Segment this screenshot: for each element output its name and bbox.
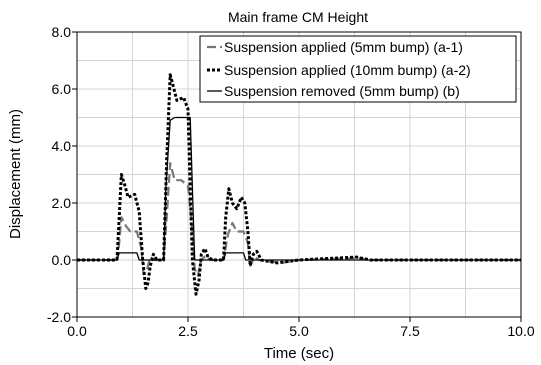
legend-label-a1: Suspension applied (5mm bump) (a-1) bbox=[224, 39, 463, 55]
y-ticks: -2.0 0.0 2.0 4.0 6.0 8.0 bbox=[47, 24, 77, 325]
y-tick-label: 0.0 bbox=[52, 252, 72, 268]
legend-label-a2: Suspension applied (10mm bump) (a-2) bbox=[224, 62, 471, 78]
y-tick-label: 8.0 bbox=[52, 24, 72, 40]
legend: Suspension applied (5mm bump) (a-1) Susp… bbox=[199, 35, 517, 103]
chart-title: Main frame CM Height bbox=[228, 9, 368, 25]
series-line-b bbox=[77, 116, 521, 261]
legend-label-b: Suspension removed (5mm bump) (b) bbox=[224, 83, 460, 99]
x-axis-label: Time (sec) bbox=[264, 345, 334, 362]
legend-box bbox=[199, 35, 517, 103]
x-tick-label: 7.5 bbox=[400, 323, 420, 339]
y-tick-label: 4.0 bbox=[52, 138, 72, 154]
y-tick-label: 2.0 bbox=[52, 195, 72, 211]
y-tick-label: 6.0 bbox=[52, 81, 72, 97]
x-tick-label: 2.5 bbox=[178, 323, 198, 339]
x-ticks: 0.0 2.5 5.0 7.5 10.0 bbox=[67, 317, 535, 339]
x-tick-label: 0.0 bbox=[67, 323, 87, 339]
x-tick-label: 5.0 bbox=[289, 323, 309, 339]
y-tick-label: -2.0 bbox=[47, 309, 71, 325]
x-tick-label: 10.0 bbox=[507, 323, 534, 339]
y-axis-label: Displacement (mm) bbox=[7, 109, 24, 239]
series-group bbox=[77, 73, 521, 296]
series-line-a2 bbox=[77, 73, 521, 296]
